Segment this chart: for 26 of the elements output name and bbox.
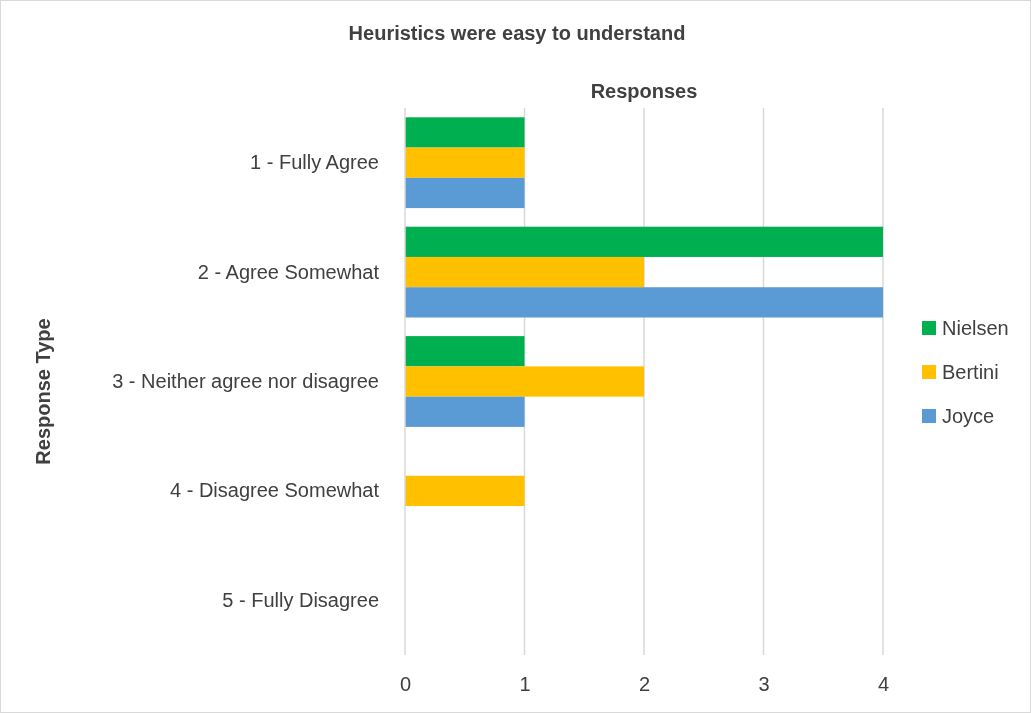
bar	[405, 336, 525, 367]
bar	[405, 475, 525, 507]
legend-label: Bertini	[942, 361, 999, 383]
y-tick-label: 4 - Disagree Somewhat	[170, 479, 380, 502]
bar	[405, 117, 525, 148]
y-tick-label: 5 - Fully Disagree	[222, 588, 379, 611]
legend-label: Nielsen	[942, 317, 1009, 339]
bar	[405, 396, 525, 427]
y-tick-label: 3 - Neither agree nor disagree	[112, 369, 379, 392]
x-axis-title: Responses	[590, 80, 698, 102]
legend-label: Joyce	[942, 405, 995, 427]
x-tick-label: 0	[399, 673, 412, 696]
bar	[405, 287, 883, 318]
bar	[405, 366, 644, 397]
bar	[405, 256, 644, 288]
bar	[405, 177, 525, 209]
bar	[405, 226, 883, 257]
x-tick-label: 2	[638, 673, 651, 696]
x-tick-label: 4	[877, 673, 890, 696]
y-tick-label: 1 - Fully Agree	[250, 151, 379, 174]
chart-title: Heuristics were easy to understand	[348, 22, 686, 44]
bar	[405, 147, 525, 178]
y-axis-title: Response Type	[32, 318, 54, 465]
x-tick-label: 3	[758, 673, 770, 696]
x-tick-label: 1	[519, 673, 531, 696]
y-tick-label: 2 - Agree Somewhat	[197, 260, 380, 283]
